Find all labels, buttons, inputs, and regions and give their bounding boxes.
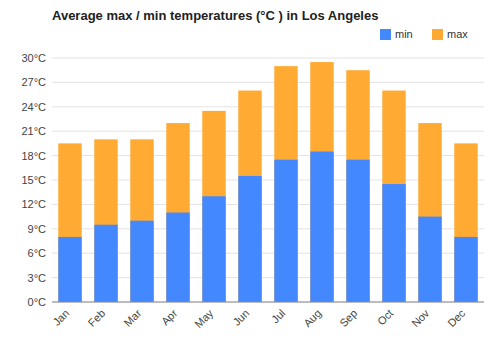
bar: [310, 152, 333, 302]
y-tick-label: 18°C: [21, 150, 46, 162]
legend-swatch: [380, 29, 391, 40]
bar: [418, 123, 441, 302]
bar: [382, 184, 405, 302]
y-tick-label: 3°C: [28, 272, 47, 284]
bar: [238, 91, 261, 302]
x-tick-label: Dec: [445, 307, 468, 330]
x-tick-label: Aug: [301, 307, 323, 329]
bar: [382, 91, 405, 302]
legend-label: min: [395, 28, 413, 40]
bar: [166, 213, 189, 302]
legend-swatch: [432, 29, 443, 40]
y-tick-label: 0°C: [28, 296, 47, 308]
bar: [274, 160, 297, 302]
y-tick-label: 15°C: [21, 174, 46, 186]
bar: [58, 143, 81, 302]
x-tick-label: Jun: [230, 307, 251, 328]
y-tick-label: 30°C: [21, 52, 46, 64]
y-tick-label: 6°C: [28, 247, 47, 259]
y-tick-label: 24°C: [21, 101, 46, 113]
grid-line: [52, 58, 484, 59]
chart-container: Average max / min temperatures (°C ) in …: [0, 0, 500, 350]
chart-title: Average max / min temperatures (°C ) in …: [52, 8, 378, 23]
bars: [58, 62, 477, 302]
x-tick-label: Mar: [122, 307, 144, 329]
x-tick-label: Oct: [375, 307, 396, 328]
bar: [202, 111, 225, 302]
grid-line: [52, 302, 484, 303]
y-tick-label: 21°C: [21, 125, 46, 137]
x-tick-label: Nov: [409, 307, 432, 330]
bar: [274, 66, 297, 302]
bar: [94, 139, 117, 302]
bar: [166, 123, 189, 302]
x-tick-label: Apr: [159, 307, 180, 328]
x-tick-label: Jul: [269, 307, 287, 325]
y-tick-label: 27°C: [21, 76, 46, 88]
legend: min max: [380, 28, 468, 40]
x-axis-line: [52, 302, 484, 303]
y-tick-label: 12°C: [21, 198, 46, 210]
chart-svg: Average max / min temperatures (°C ) in …: [0, 0, 500, 350]
bar: [130, 139, 153, 302]
bar: [94, 225, 117, 302]
x-tick-label: Jan: [50, 307, 71, 328]
bar: [346, 160, 369, 302]
bar: [58, 237, 81, 302]
x-axis: Jan Feb Mar Apr May Jun Jul Aug Sep Oct Nov Dec: [50, 307, 467, 331]
bar: [454, 237, 477, 302]
x-tick-label: May: [192, 307, 216, 331]
y-axis: 0°C 3°C 6°C 9°C 12°C 15°C 18°C 21°C 24°C 27°C 30°C: [21, 52, 484, 308]
bar: [202, 196, 225, 302]
x-tick-label: Feb: [86, 307, 108, 329]
x-tick-label: Sep: [337, 307, 359, 329]
bar: [454, 143, 477, 302]
y-tick-label: 9°C: [28, 223, 47, 235]
legend-label: max: [447, 28, 468, 40]
bar: [130, 221, 153, 302]
bar: [238, 176, 261, 302]
bar: [310, 62, 333, 302]
bar: [418, 217, 441, 302]
bar: [346, 70, 369, 302]
grid-line: [52, 82, 484, 83]
grid-line: [52, 106, 484, 107]
